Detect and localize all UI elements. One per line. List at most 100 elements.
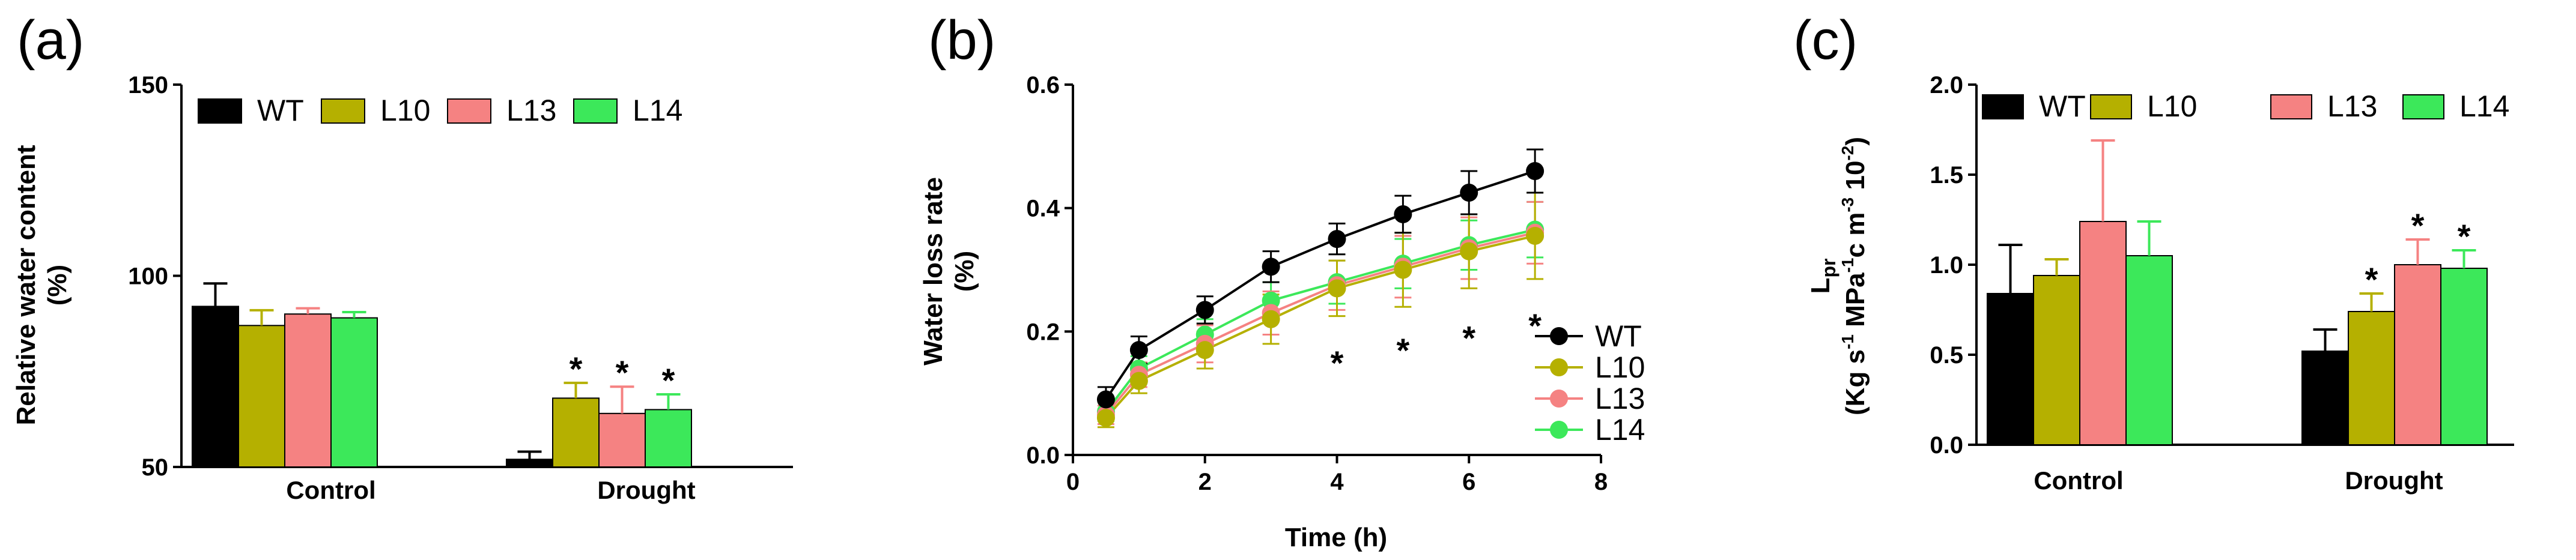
panel-c-bar-l13-drought [2394,264,2441,445]
panel-b-point-l10 [1129,372,1148,390]
panel-b-point-l10 [1262,310,1280,328]
panel-c-ytick-label: 1.0 [1930,252,1963,278]
panel-a-bar-l10-control [238,325,285,468]
panel-a-legend-swatch-wt [198,98,242,124]
panel-c-legend-label-l14: L14 [2459,89,2509,123]
panel-b-point-wt [1460,183,1478,202]
panel-c-legend-label-l13: L13 [2327,89,2377,123]
panel-a-significance-star: * [662,361,675,399]
panel-c-bar-l10-drought [2348,311,2395,445]
panel-c-legend-swatch-l14 [2402,94,2444,119]
panel-c-ylabel-line1: Lpr [1806,259,1839,294]
panel-b-point-wt [1394,205,1412,223]
panel-c-bar-wt-control [1987,293,2034,445]
panel-b-line-l14 [1105,228,1536,413]
panel-b-ylabel: Water loss rate (%) [919,177,979,366]
panel-a-ytick-label: 100 [128,263,168,290]
panel-a-ylabel-line1: Relative water content [11,145,41,425]
panel-a-ylabel: Relative water content (%) [11,145,72,425]
panel-b-xtick-label: 6 [1462,469,1475,495]
panel-c-category-drought: Drought [2345,466,2443,495]
panel-b-point-l10 [1394,260,1412,279]
panel-b-point-wt [1195,301,1214,319]
panel-b-point-l10 [1195,341,1214,360]
panel-b-legend-marker-wt [1550,327,1568,345]
panel-a-bar-l13-drought [598,412,646,468]
panel-b-ytick-label: 0.4 [1026,196,1060,222]
panel-a-legend-swatch-l14 [573,98,618,124]
panel-a-legend-swatch-l10 [321,98,365,124]
panel-a-bar-l14-control [330,317,378,468]
panel-b-line-l13 [1105,231,1536,416]
panel-b-legend-marker-l10 [1550,358,1568,376]
panel-c-significance-star: * [2411,206,2425,244]
panel-c-ylabel-line2: (Kg s-1 MPa-1c m-3 10-2) [1838,137,1870,415]
panel-a-legend-label-l10: L10 [380,94,430,127]
panel-c-bar-l14-control [2125,255,2173,445]
panel-b-ylabel-line2: (%) [950,251,979,292]
panel-b-xtick-label: 4 [1330,469,1344,495]
panel-c-bar-wt-drought [2301,351,2349,445]
panel-b-xlabel: Time (h) [1285,523,1387,552]
panel-c-ytick-label: 0.0 [1930,432,1963,459]
panel-b-point-l10 [1328,279,1346,298]
panel-b-significance-star: * [1462,319,1475,357]
panel-b-significance-star: * [1396,331,1409,369]
panel-a-significance-star: * [616,354,629,391]
panel-c-category-control: Control [2034,466,2123,495]
panel-b-legend-label-l13: L13 [1595,382,1645,415]
panel-c-ytick-label: 2.0 [1930,72,1963,98]
panel-c-legend-label-wt: WT [2039,89,2086,123]
panel-b-ytick-label: 0.2 [1026,319,1060,345]
panel-a-legend-label-l13: L13 [506,94,556,127]
panel-label-a: (a) [17,10,84,71]
panel-label-c: (c) [1793,10,1858,71]
panel-c-bar-l13-control [2079,221,2127,445]
panel-b-ytick-label: 0.0 [1026,442,1060,469]
panel-b-xtick-label: 0 [1066,469,1080,495]
panel-b-line-l10 [1105,234,1536,419]
panel-b-point-l14 [1262,291,1280,310]
panel-a-ytick-label: 150 [128,72,168,98]
panel-b-xtick-label: 2 [1198,469,1212,495]
panel-b-legend-marker-l14 [1550,421,1568,439]
panel-b-point-l10 [1096,409,1115,427]
panel-a-significance-star: * [570,350,583,388]
panel-c-legend-swatch-wt [1982,94,2024,119]
panel-a-bar-l14-drought [645,409,692,468]
panel-b-significance-star: * [1331,344,1344,382]
panel-b-xtick-label: 8 [1594,469,1608,495]
panel-c-ytick-label: 0.5 [1930,342,1963,369]
panel-a-legend-swatch-l13 [447,98,491,124]
panel-a-bar-wt-drought [506,459,553,468]
panel-b-legend-label-l10: L10 [1595,351,1645,384]
panel-c-significance-star: * [2458,217,2471,255]
panel-c-ylabel: Lpr (Kg s-1 MPa-1c m-3 10-2) [1806,137,1870,415]
panel-c-bar-l10-control [2033,275,2080,445]
panel-b-legend-marker-l13 [1550,390,1568,408]
panel-b-legend-label-l14: L14 [1595,413,1645,447]
panel-b-ytick-label: 0.6 [1026,72,1060,98]
panel-b-point-wt [1129,341,1148,360]
panel-c-ytick-label: 1.5 [1930,162,1963,188]
panel-b-point-wt [1262,257,1280,276]
panel-b-line-wt [1105,170,1536,400]
panel-a-bar-l13-control [284,313,332,468]
panel-b-legend-label-wt: WT [1595,319,1642,353]
panel-b-point-wt [1526,161,1545,180]
panel-b-point-wt [1328,230,1346,248]
panel-a-category-drought: Drought [597,476,695,504]
panel-a-legend-label-wt: WT [257,94,304,127]
panel-a-ylabel-line2: (%) [43,265,72,306]
panel-c-bar-l14-drought [2440,268,2488,445]
panel-c-legend-swatch-l13 [2270,94,2312,119]
panel-b-point-l10 [1526,226,1545,245]
panel-b-point-l10 [1460,242,1478,260]
panel-c-significance-star: * [2365,260,2378,298]
panel-a-legend-label-l14: L14 [633,94,682,127]
panel-a-category-control: Control [286,476,375,504]
panel-a-bar-l10-drought [552,397,600,468]
panel-b-ylabel-line1: Water loss rate [919,177,948,366]
panel-label-b: (b) [928,10,995,71]
